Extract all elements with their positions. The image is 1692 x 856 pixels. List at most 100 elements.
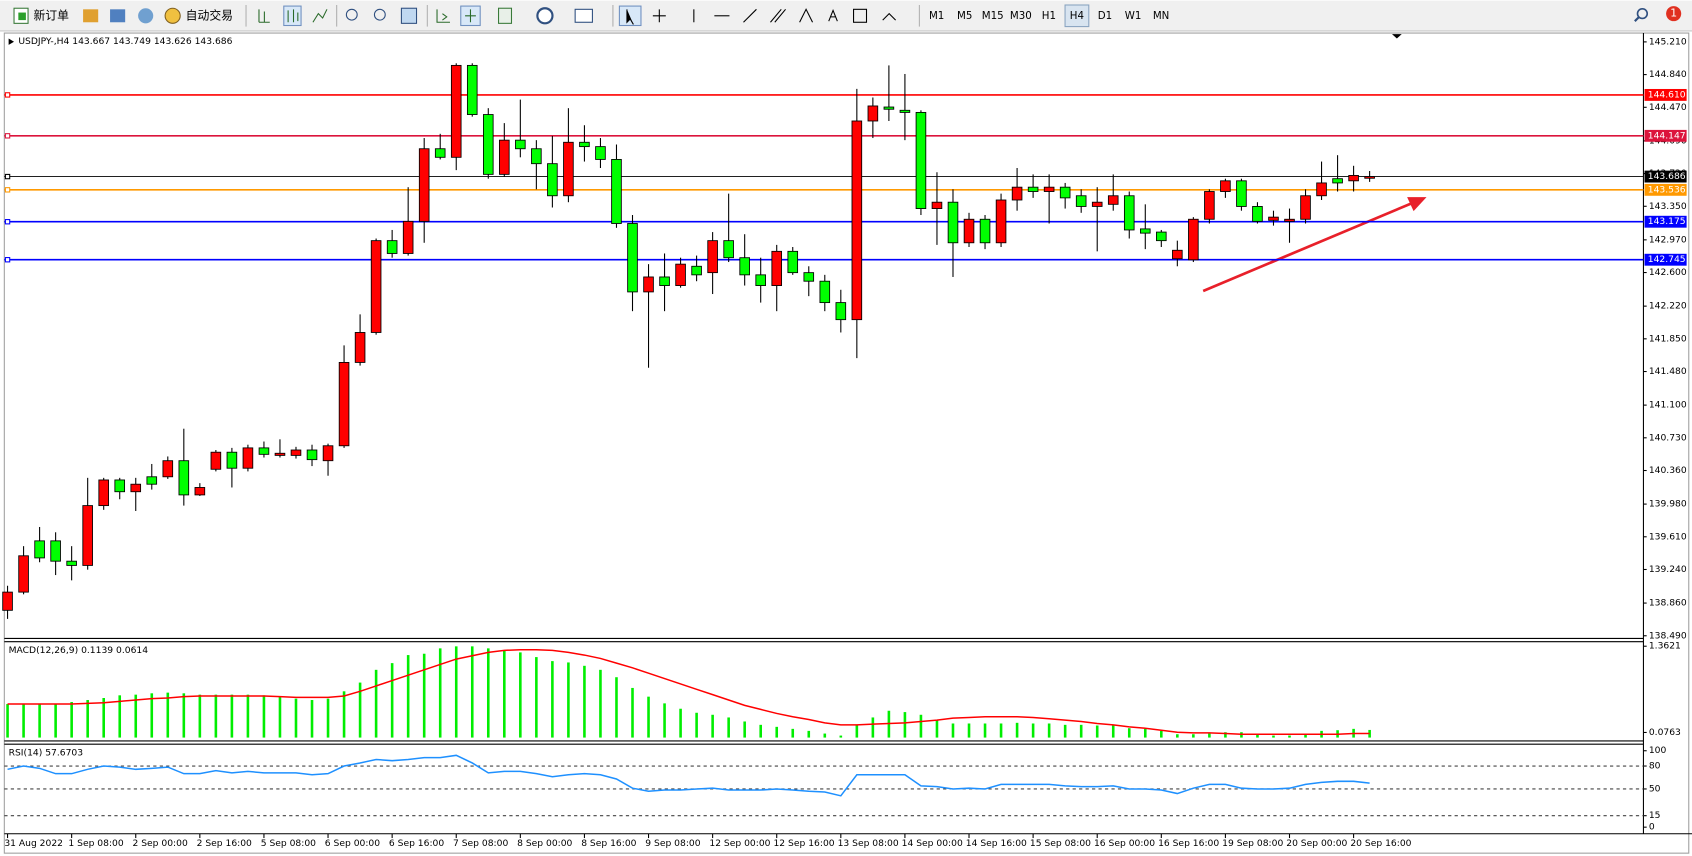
candle-body xyxy=(1139,228,1151,234)
histogram-bar xyxy=(390,663,394,738)
candle-body xyxy=(18,555,29,593)
candle-body xyxy=(819,280,831,304)
scroll-icons[interactable] xyxy=(436,5,481,27)
histogram-bar xyxy=(1256,734,1259,738)
histogram-bar xyxy=(807,730,811,738)
zoom-icons[interactable] xyxy=(345,7,418,24)
level-label: 144.610 xyxy=(1648,89,1686,100)
y-tick-label: 141.100 xyxy=(1649,400,1687,411)
icon[interactable] xyxy=(574,8,593,23)
histogram-bar xyxy=(503,650,506,738)
histogram-bar xyxy=(1176,734,1179,738)
histogram-bar xyxy=(6,704,9,738)
level-handle xyxy=(4,92,11,98)
histogram-bar xyxy=(38,704,41,738)
histogram-bar xyxy=(679,708,682,738)
histogram-bar xyxy=(406,655,410,738)
candle-body xyxy=(547,163,558,197)
candle-body xyxy=(915,111,927,209)
indicator-line xyxy=(7,648,1370,735)
candle-body xyxy=(1284,218,1295,222)
histogram-bar xyxy=(1063,724,1067,738)
x-tick-label: 5 Sep 08:00 xyxy=(261,838,316,849)
histogram-bar xyxy=(22,704,25,738)
search[interactable] xyxy=(1634,7,1649,22)
candle-body xyxy=(931,201,943,209)
histogram-bar xyxy=(118,695,122,738)
x-tick-label: 8 Sep 16:00 xyxy=(581,838,636,849)
notifications[interactable]: 1 xyxy=(1666,6,1682,22)
histogram-bar xyxy=(791,728,795,738)
candle-body xyxy=(787,250,799,274)
icon[interactable] xyxy=(83,9,99,23)
candle-body xyxy=(1043,186,1055,192)
candle-body xyxy=(771,250,783,286)
histogram-bar xyxy=(615,677,618,738)
histogram-bar xyxy=(342,691,346,738)
timeframe-button[interactable]: H1 xyxy=(1042,10,1056,22)
histogram-bar xyxy=(262,695,266,738)
icon[interactable] xyxy=(138,8,154,24)
y-tick-label: 139.240 xyxy=(1649,564,1687,575)
chart-type-icons[interactable] xyxy=(258,5,328,27)
timeframe-button[interactable]: W1 xyxy=(1125,10,1142,22)
candle-body xyxy=(691,265,702,276)
histogram-bar xyxy=(86,700,89,738)
candle-body xyxy=(370,240,382,333)
new-order-button[interactable]: 新订单 xyxy=(13,7,69,24)
candle-body xyxy=(1011,186,1023,201)
histogram-bar xyxy=(166,692,170,738)
drawing-tools[interactable] xyxy=(618,5,897,27)
level-label-box xyxy=(1644,183,1687,196)
candle-body xyxy=(723,240,734,259)
histogram-bar xyxy=(711,714,714,738)
histogram-bar xyxy=(54,704,57,738)
candle-body xyxy=(226,451,238,469)
icon xyxy=(853,8,868,23)
histogram-bar xyxy=(70,702,73,738)
x-tick-label: 14 Sep 16:00 xyxy=(966,838,1027,849)
histogram-bar xyxy=(759,724,762,738)
candle-body xyxy=(1332,178,1343,184)
level-handle xyxy=(4,187,11,193)
histogram-bar xyxy=(454,646,458,738)
histogram-bar xyxy=(727,717,730,738)
auto-trade-button[interactable]: 自动交易 xyxy=(164,7,233,24)
candle-body xyxy=(1188,218,1199,261)
candle-body xyxy=(338,361,350,447)
timeframe-button[interactable]: M15 xyxy=(982,10,1004,22)
active-timeframe[interactable] xyxy=(1064,4,1090,28)
chart-frame xyxy=(3,32,1690,854)
timeframe-button[interactable]: M30 xyxy=(1010,10,1032,22)
histogram-bar xyxy=(358,682,362,738)
timeframe-button[interactable]: D1 xyxy=(1098,10,1112,22)
icon[interactable] xyxy=(110,9,126,23)
histogram-bar xyxy=(551,661,554,738)
y-tick-label: 50 xyxy=(1649,783,1661,794)
x-tick-label: 13 Sep 08:00 xyxy=(838,838,899,849)
candle-body xyxy=(579,141,590,148)
icon xyxy=(164,7,181,24)
histogram-bar xyxy=(1304,733,1307,738)
histogram-bar xyxy=(278,696,282,738)
timeframe-button[interactable]: H4 xyxy=(1070,10,1084,22)
candle-body xyxy=(418,148,430,222)
timeframe-button[interactable]: M5 xyxy=(957,10,972,22)
icon xyxy=(312,9,328,23)
timeframe-button[interactable]: M1 xyxy=(929,10,944,22)
y-tick-label: 80 xyxy=(1649,761,1661,772)
y-tick-label: 139.980 xyxy=(1649,499,1687,510)
candle-body xyxy=(50,540,61,562)
histogram-bar xyxy=(535,657,538,738)
histogram-bar xyxy=(1160,730,1163,738)
x-tick-label: 19 Sep 08:00 xyxy=(1222,838,1283,849)
timeframe-button[interactable]: MN xyxy=(1153,10,1170,22)
icon[interactable] xyxy=(536,7,554,25)
candle-body xyxy=(707,240,718,274)
y-tick-label: 145.210 xyxy=(1649,36,1687,47)
level-label: 143.175 xyxy=(1648,216,1686,227)
histogram-bar xyxy=(567,662,570,738)
histogram-bar xyxy=(871,717,875,738)
macd-label: MACD(12,26,9) 0.1139 0.0614 xyxy=(9,645,149,656)
icon[interactable] xyxy=(497,7,513,24)
